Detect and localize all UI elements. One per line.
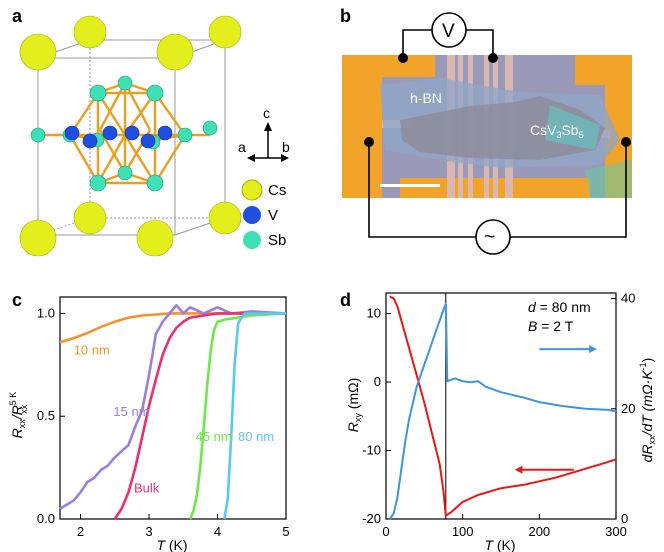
legend-v-swatch xyxy=(243,206,261,224)
device-micrograph: h-BN CsV3Sb5 xyxy=(342,55,632,198)
circuit-wires xyxy=(368,29,627,238)
unit-cell-edges xyxy=(37,39,226,236)
chart-c-series-80-nm xyxy=(223,312,286,520)
legend-sb-label: Sb xyxy=(268,232,286,249)
chart-d-ylabel-left: Rxy (mΩ) xyxy=(345,378,363,432)
scale-bar xyxy=(380,184,440,187)
chart-c-frame xyxy=(59,296,287,520)
chart-c-series-label: Bulk xyxy=(134,480,160,495)
flake-label: CsV3Sb5 xyxy=(530,122,584,140)
chart-c-series-45-nm xyxy=(188,312,287,520)
chart-d-arrow-left-head xyxy=(514,465,523,474)
chart-c-series-label: 45 nm xyxy=(196,429,232,444)
voltmeter-label: V xyxy=(442,21,455,42)
chart-d-ytick-left-label: 10 xyxy=(367,306,381,321)
chart-c-xlabel: T (K) xyxy=(156,537,187,552)
chart-d-xtick-label: 200 xyxy=(528,524,550,539)
flake-thin-region xyxy=(545,105,600,150)
chart-d-info-d: d = 80 nm xyxy=(528,299,591,315)
ac-source-label: ~ xyxy=(484,227,495,248)
chart-c-ytick-label: 0.5 xyxy=(37,408,55,423)
chart-c-series-15-nm xyxy=(59,303,287,510)
legend-cs-swatch xyxy=(241,179,263,201)
chart-c-ytick-label: 0.0 xyxy=(37,511,55,526)
axis-b-label: b xyxy=(282,139,290,155)
chart-d-info-b: B = 2 T xyxy=(528,318,574,334)
chart-d-series-rxy xyxy=(389,295,617,517)
atom-legend: Cs V Sb xyxy=(241,179,286,249)
hbn-label: h-BN xyxy=(410,90,442,106)
voltmeter-symbol xyxy=(431,12,467,48)
chart-d-ytick-right-label: 0 xyxy=(621,511,628,526)
chart-d-arrow-right-head xyxy=(589,345,597,354)
i-contact-left xyxy=(364,137,374,147)
legend-sb-swatch xyxy=(243,231,261,249)
v-atoms xyxy=(64,125,173,149)
chart-d-xtick-label: 100 xyxy=(452,524,474,539)
substrate-flake xyxy=(585,160,632,198)
chart-d-ytick-left-label: -20 xyxy=(362,511,381,526)
ac-source-symbol xyxy=(475,219,511,255)
chart-c: 2 3 4 5 0.0 0.5 1.0 10 nm 15 nm Bulk 45 nm 80 nm xyxy=(37,296,290,539)
chart-c-xtick-label: 3 xyxy=(145,524,152,539)
chart-d-ytick-left-label: 0 xyxy=(374,374,381,389)
chart-d-xlabel: T (K) xyxy=(484,537,515,552)
legend-v-label: V xyxy=(268,207,278,224)
chart-d-xtick-label: 0 xyxy=(382,524,389,539)
measurement-circuit: V ~ xyxy=(364,12,631,255)
chart-c-series-10-nm xyxy=(59,312,286,344)
v-contact-right xyxy=(488,53,498,63)
chart-c-ytick-label: 1.0 xyxy=(37,305,55,320)
chart-d-ytick-left-label: -10 xyxy=(362,443,381,458)
lattice-axes-indicator: c a b xyxy=(238,105,290,162)
chart-c-xtick-label: 2 xyxy=(77,524,84,539)
legend-cs-label: Cs xyxy=(268,182,286,199)
panel-b-letter: b xyxy=(340,6,351,26)
axis-a-label: a xyxy=(238,139,246,155)
cs-atoms xyxy=(19,15,242,257)
chart-d-series-drxx-dt xyxy=(388,303,617,520)
panel-c-letter: c xyxy=(12,290,22,310)
chart-c-series-bulk xyxy=(113,312,286,520)
chart-c-xtick-label: 5 xyxy=(282,524,289,539)
chart-d-ytick-right-label: 20 xyxy=(621,401,635,416)
chart-c-series-label: 80 nm xyxy=(238,429,274,444)
chart-c-ylabel: Rxx/R5 Kxx xyxy=(8,392,29,439)
panel-d-letter: d xyxy=(340,290,351,310)
i-contact-right xyxy=(621,137,631,147)
v-contact-left xyxy=(398,53,408,63)
chart-c-xtick-label: 4 xyxy=(214,524,221,539)
panel-a-letter: a xyxy=(12,6,23,26)
chart-d-xtick-label: 300 xyxy=(605,524,627,539)
chart-c-series-label: 15 nm xyxy=(113,404,149,419)
chart-d-ylabel-right: dRxx/dT (mΩ·K-1) xyxy=(638,358,657,463)
axis-c-label: c xyxy=(263,105,270,121)
chart-c-series-label: 10 nm xyxy=(74,343,110,358)
crystal-structure xyxy=(19,15,242,257)
chart-d-frame xyxy=(385,292,617,520)
chart-d-ytick-right-label: 40 xyxy=(621,291,635,306)
